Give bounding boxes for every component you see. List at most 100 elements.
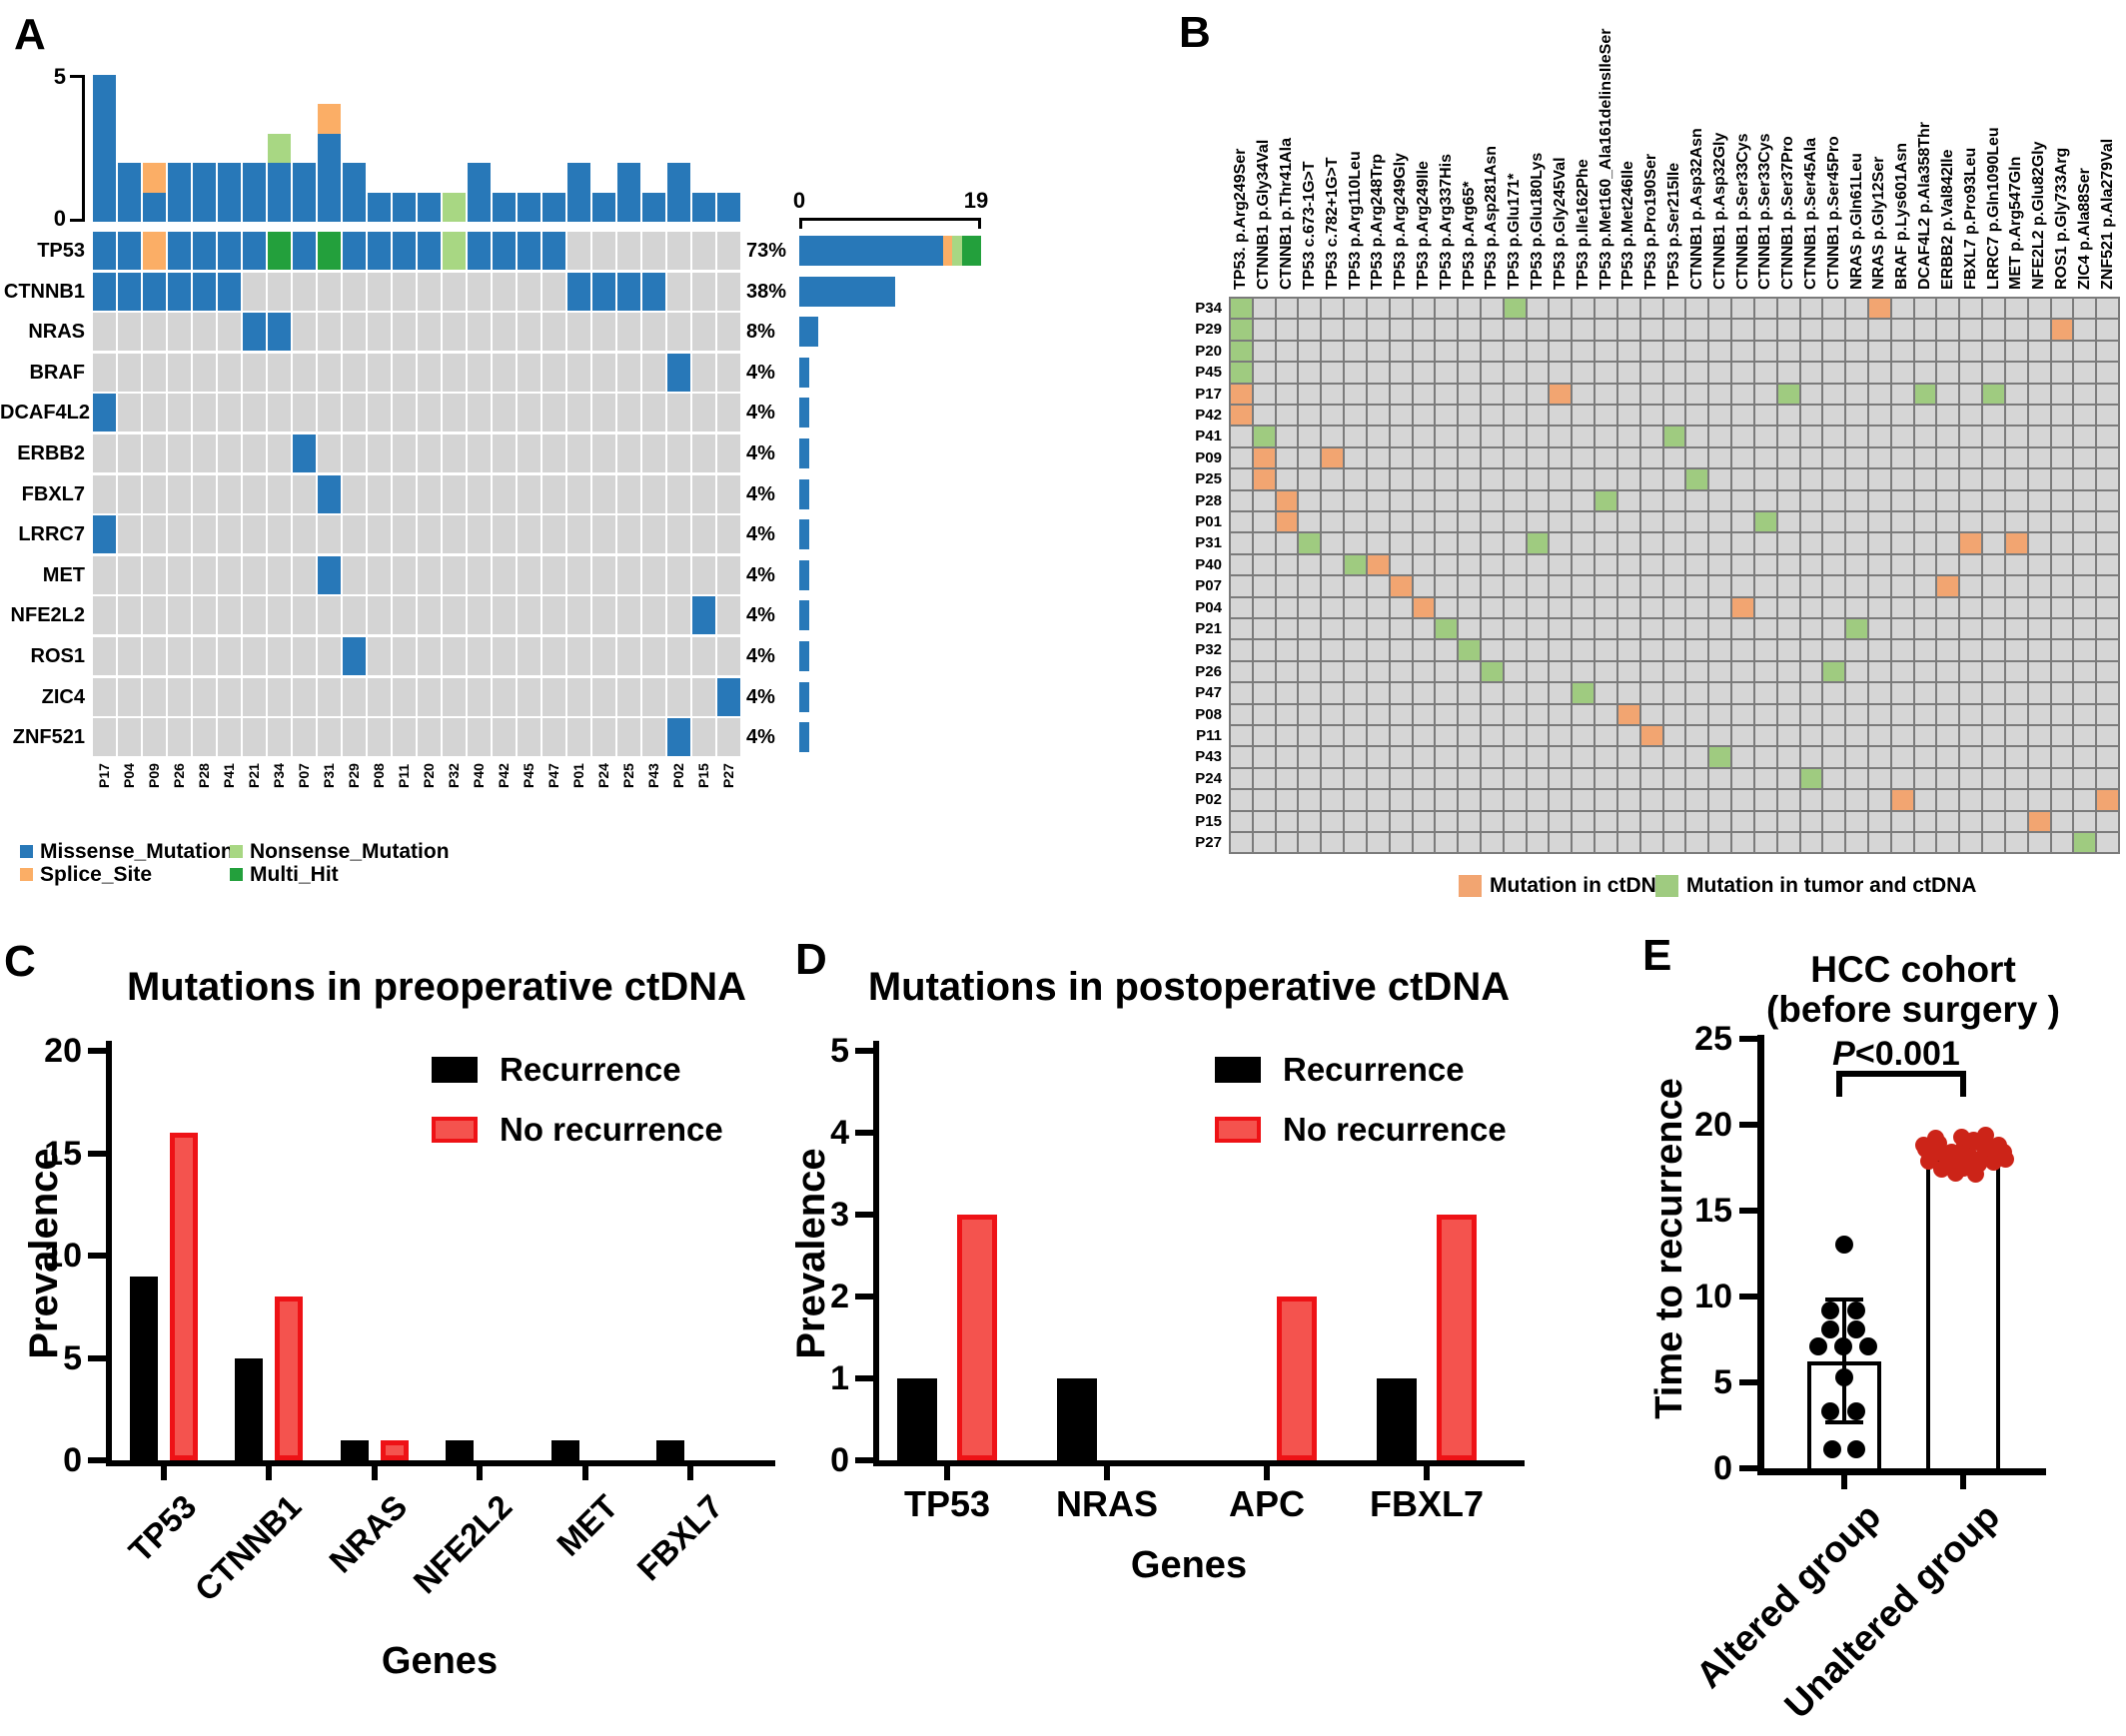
- b-grid-cell: [1867, 810, 1891, 832]
- b-grid-cell: [2027, 468, 2051, 490]
- a-matrix-cell: [642, 434, 665, 472]
- b-grid-cell: [1708, 639, 1732, 661]
- b-grid: [1229, 296, 2120, 855]
- a-matrix-cell: [717, 637, 740, 675]
- b-grid-cell: [1503, 639, 1527, 661]
- b-grid-cell: [1298, 789, 1322, 811]
- a-matrix-cell: [418, 353, 441, 392]
- a-matrix-cell: [493, 232, 516, 270]
- b-grid-cell: [1982, 831, 2005, 854]
- b-grid-cell: [1481, 724, 1504, 747]
- c-legend-no-recurrence-label: No recurrence: [500, 1111, 723, 1148]
- a-matrix-cell: [318, 434, 341, 472]
- a-matrix-cell: [293, 313, 316, 352]
- a-matrix-cell: [468, 434, 491, 472]
- a-matrix-cell: [368, 515, 391, 554]
- a-gene-label: ERBB2: [17, 442, 85, 464]
- b-grid-cell: [2050, 682, 2074, 704]
- b-grid-cell: [1549, 553, 1573, 576]
- b-grid-cell: [1526, 404, 1550, 427]
- b-grid-cell: [1389, 489, 1413, 511]
- b-grid-cell: [1298, 383, 1322, 405]
- bar-no-recurrence: [1277, 1297, 1317, 1460]
- b-grid-cell: [1275, 724, 1299, 747]
- a-matrix-cell: [692, 394, 715, 433]
- b-grid-cell: [1435, 682, 1459, 704]
- b-grid-cell: [1822, 575, 1846, 597]
- a-matrix-cell: [418, 232, 441, 270]
- b-grid-cell: [1572, 810, 1595, 832]
- b-grid-cell: [1776, 617, 1800, 640]
- b-grid-cell: [1662, 767, 1686, 790]
- a-matrix-cell: [443, 232, 466, 270]
- a-gene-label: ZNF521: [12, 726, 85, 749]
- b-grid-cell: [1458, 660, 1482, 683]
- b-grid-cell: [1503, 575, 1527, 597]
- a-matrix-cell: [393, 718, 416, 757]
- b-grid-cell: [1481, 703, 1504, 725]
- a-matrix-cell: [318, 353, 341, 392]
- b-grid-cell: [1503, 682, 1527, 704]
- b-grid-cell: [1366, 596, 1390, 618]
- b-grid-cell: [2096, 596, 2119, 618]
- b-grid-cell: [2073, 789, 2097, 811]
- b-grid-cell: [1366, 319, 1390, 341]
- b-grid-cell: [1753, 489, 1777, 511]
- a-matrix-cell: [93, 637, 116, 675]
- b-grid-cell: [1458, 639, 1482, 661]
- a-matrix-cell: [393, 637, 416, 675]
- b-grid-cell: [1867, 383, 1891, 405]
- a-matrix-cell: [642, 555, 665, 594]
- b-grid-cell: [1389, 617, 1413, 640]
- b-grid-cell: [1275, 767, 1299, 790]
- b-grid-cell: [1662, 831, 1686, 854]
- bar-recurrence: [1377, 1378, 1417, 1460]
- a-matrix-cell: [468, 555, 491, 594]
- b-grid-cell: [1572, 746, 1595, 768]
- b-grid-cell: [2050, 596, 2074, 618]
- b-grid-cell: [2004, 489, 2028, 511]
- b-grid-cell: [1890, 362, 1914, 384]
- b-grid-cell: [1845, 831, 1868, 854]
- a-topbar-segment: [567, 163, 590, 222]
- b-grid-cell: [2004, 639, 2028, 661]
- b-col-header: CTNNB1 p.Ser45Ala: [1801, 137, 1819, 290]
- b-grid-cell: [1594, 404, 1617, 427]
- a-matrix-cell: [717, 515, 740, 554]
- b-grid-cell: [1458, 575, 1482, 597]
- b-row-label: P11: [1196, 727, 1222, 744]
- b-grid-cell: [2096, 532, 2119, 554]
- a-matrix-cell: [293, 272, 316, 311]
- b-grid-cell: [1389, 383, 1413, 405]
- a-matrix-cell: [567, 596, 590, 635]
- b-grid-cell: [1230, 319, 1253, 341]
- a-matrix-cell: [468, 394, 491, 433]
- b-grid-cell: [2004, 703, 2028, 725]
- b-grid-cell: [1366, 553, 1390, 576]
- b-grid-cell: [1845, 426, 1868, 447]
- b-grid-cell: [1572, 489, 1595, 511]
- e-ytick-label: 20: [1694, 1106, 1732, 1144]
- a-matrix-cell: [493, 637, 516, 675]
- b-grid-cell: [2050, 553, 2074, 576]
- a-gene-axis-min: 0: [792, 188, 806, 213]
- e-significance: P<0.001: [1796, 1035, 1996, 1074]
- a-side-bar-segment: [799, 681, 809, 712]
- b-grid-cell: [1890, 789, 1914, 811]
- b-grid-cell: [1366, 810, 1390, 832]
- a-matrix-cell: [518, 434, 540, 472]
- b-grid-cell: [1845, 489, 1868, 511]
- b-grid-cell: [1412, 617, 1436, 640]
- b-grid-cell: [1776, 510, 1800, 533]
- b-grid-cell: [1230, 553, 1253, 576]
- b-grid-cell: [1776, 789, 1800, 811]
- b-grid-cell: [1526, 575, 1550, 597]
- b-col-header: ROS1 p.Gly733Arg: [2052, 147, 2070, 290]
- a-count-axis-tick-bottom: [70, 219, 82, 222]
- e-data-dot: [1847, 1319, 1865, 1338]
- b-grid-cell: [2096, 446, 2119, 469]
- b-grid-cell: [2096, 660, 2119, 683]
- b-grid-cell: [2073, 383, 2097, 405]
- b-grid-cell: [1685, 831, 1709, 854]
- a-matrix-cell: [592, 394, 615, 433]
